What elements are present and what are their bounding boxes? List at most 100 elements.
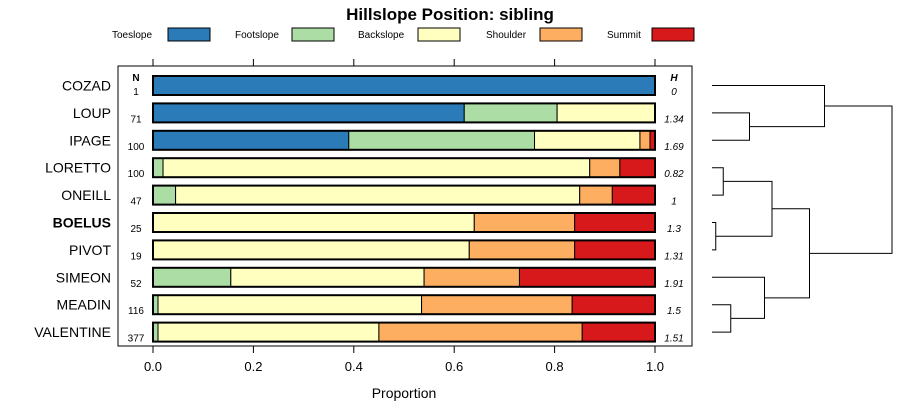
bar-ipage-toeslope bbox=[152, 130, 350, 151]
category-label-ipage: IPAGE bbox=[69, 132, 111, 148]
category-label-loup: LOUP bbox=[73, 105, 111, 121]
category-label-simeon: SIMEON bbox=[56, 269, 111, 285]
bar-outline-pivot bbox=[152, 239, 656, 261]
dendrogram-branch-5 bbox=[715, 180, 773, 237]
h-value-loretto: 0.82 bbox=[664, 169, 684, 180]
x-tick-label-5: 1.0 bbox=[646, 359, 664, 374]
dendrogram-branch-3 bbox=[712, 304, 732, 333]
x-tick-label-0: 0.0 bbox=[144, 359, 162, 374]
bar-ipage-shoulder bbox=[639, 130, 651, 151]
category-label-cozad: COZAD bbox=[62, 78, 111, 94]
legend-swatch-shoulder bbox=[539, 27, 583, 42]
h-value-pivot: 1.31 bbox=[664, 251, 683, 262]
bar-meadin-backslope bbox=[157, 294, 423, 315]
bar-simeon-backslope bbox=[230, 267, 425, 288]
legend-label-footslope: Footslope bbox=[235, 30, 279, 41]
legend: Toeslope Footslope Backslope Shoulder Summit bbox=[112, 27, 695, 42]
bar-loretto-summit bbox=[619, 157, 656, 178]
category-label-valentine: VALENTINE bbox=[34, 324, 111, 340]
legend-swatch-backslope bbox=[417, 27, 461, 42]
n-value-pivot: 19 bbox=[130, 251, 142, 262]
bar-meadin-shoulder bbox=[421, 294, 573, 315]
bar-loretto-backslope bbox=[162, 157, 591, 178]
bar-boelus-shoulder bbox=[473, 212, 576, 233]
legend-swatch-footslope bbox=[291, 27, 335, 42]
n-value-loup: 71 bbox=[130, 114, 142, 125]
n-value-boelus: 25 bbox=[130, 224, 142, 235]
n-value-simeon: 52 bbox=[130, 279, 142, 290]
bar-loup-footslope bbox=[463, 102, 558, 123]
plot-frame bbox=[117, 65, 693, 347]
n-value-valentine: 377 bbox=[128, 334, 145, 345]
dendrogram-branch-8 bbox=[809, 105, 893, 254]
h-value-loup: 1.34 bbox=[664, 114, 684, 125]
bar-outline-meadin bbox=[152, 294, 656, 316]
bar-valentine-summit bbox=[581, 322, 656, 343]
bar-meadin-summit bbox=[571, 294, 656, 315]
bar-outline-valentine bbox=[152, 321, 656, 343]
bar-outline-oneill bbox=[152, 184, 656, 206]
legend-label-backslope: Backslope bbox=[358, 30, 405, 41]
category-label-oneill: ONEILL bbox=[61, 187, 111, 203]
dendrogram-branch-7 bbox=[764, 208, 810, 299]
bar-pivot-summit bbox=[574, 239, 656, 260]
plot-area: 0.0 0.2 0.4 0.6 0.8 1.0 N H COZAD 1 0 LOUP 71 1.34 IPA… bbox=[34, 59, 693, 374]
category-label-loretto: LORETTO bbox=[45, 160, 111, 176]
dendrogram-branch-4 bbox=[712, 85, 825, 128]
bar-pivot-shoulder bbox=[468, 239, 576, 260]
bar-oneill-shoulder bbox=[579, 185, 613, 206]
h-value-meadin: 1.5 bbox=[667, 306, 681, 317]
bar-simeon-shoulder bbox=[423, 267, 520, 288]
bar-outline-loup bbox=[152, 102, 656, 124]
bar-outline-ipage bbox=[152, 129, 656, 151]
n-value-meadin: 116 bbox=[128, 306, 144, 317]
bar-outline-boelus bbox=[152, 212, 656, 233]
x-tick-label-3: 0.6 bbox=[445, 359, 463, 374]
h-value-valentine: 1.51 bbox=[664, 334, 683, 345]
bar-oneill-backslope bbox=[175, 185, 581, 206]
dendrogram-branch-1 bbox=[712, 167, 724, 196]
legend-label-toeslope: Toeslope bbox=[112, 30, 152, 41]
bar-outline-simeon bbox=[152, 266, 656, 288]
bar-ipage-backslope bbox=[534, 130, 641, 151]
legend-label-summit: Summit bbox=[607, 30, 641, 41]
h-value-simeon: 1.91 bbox=[664, 279, 683, 290]
bar-ipage-footslope bbox=[348, 130, 536, 151]
legend-label-shoulder: Shoulder bbox=[486, 30, 527, 41]
legend-swatch-toeslope bbox=[167, 27, 211, 42]
bar-boelus-backslope bbox=[152, 212, 475, 233]
x-tick-label-2: 0.4 bbox=[345, 359, 363, 374]
h-value-ipage: 1.69 bbox=[664, 142, 684, 153]
h-column-header: H bbox=[670, 73, 678, 84]
h-value-cozad: 0 bbox=[671, 87, 677, 98]
chart-title: Hillslope Position: sibling bbox=[346, 5, 554, 24]
bar-simeon-footslope bbox=[152, 267, 232, 288]
bar-cozad-toeslope bbox=[152, 75, 656, 96]
n-value-loretto: 100 bbox=[128, 169, 145, 180]
bar-simeon-summit bbox=[518, 267, 656, 288]
bar-loretto-footslope bbox=[152, 157, 164, 178]
category-label-boelus: BOELUS bbox=[53, 215, 111, 231]
dendrogram-branch-6 bbox=[712, 276, 765, 319]
n-value-cozad: 1 bbox=[133, 87, 139, 98]
bar-outline-loretto bbox=[152, 157, 656, 179]
bar-pivot-backslope bbox=[152, 239, 470, 260]
dendrogram-branch-2 bbox=[712, 222, 717, 251]
dendrogram bbox=[712, 85, 893, 333]
legend-swatch-summit bbox=[651, 27, 695, 42]
x-axis-label: Proportion bbox=[372, 385, 437, 401]
bar-valentine-shoulder bbox=[378, 322, 583, 343]
category-label-meadin: MEADIN bbox=[57, 297, 111, 313]
n-value-ipage: 100 bbox=[128, 142, 145, 153]
category-label-pivot: PIVOT bbox=[69, 242, 111, 258]
bar-boelus-summit bbox=[574, 212, 656, 233]
bar-oneill-footslope bbox=[152, 185, 177, 206]
bar-valentine-backslope bbox=[157, 322, 380, 343]
bar-oneill-summit bbox=[611, 185, 656, 206]
bar-loretto-shoulder bbox=[589, 157, 621, 178]
x-tick-label-4: 0.8 bbox=[546, 359, 564, 374]
bar-loup-backslope bbox=[556, 102, 656, 123]
x-tick-label-1: 0.2 bbox=[244, 359, 262, 374]
n-value-oneill: 47 bbox=[130, 197, 142, 208]
